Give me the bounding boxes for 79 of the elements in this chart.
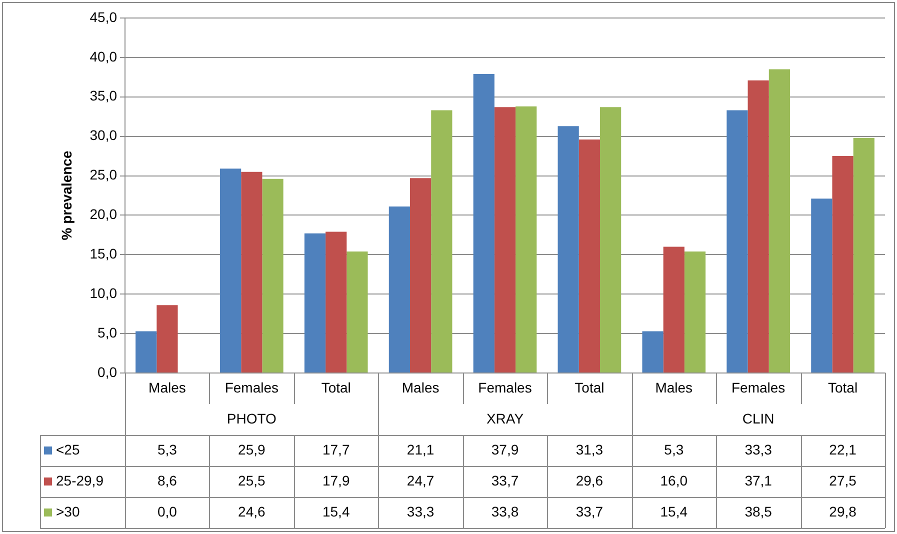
y-tick-label: 35,0 <box>90 88 118 104</box>
y-tick-label: 40,0 <box>90 48 118 64</box>
bar <box>346 252 368 372</box>
bar <box>473 74 494 372</box>
y-tick-label: 45,0 <box>90 8 118 25</box>
x-tick-label: Females <box>224 379 279 396</box>
x-tick-label: Females <box>478 379 532 396</box>
x-tick-label: Males <box>655 379 693 396</box>
data-label: 25,5 <box>238 472 266 488</box>
x-tick-label: Total <box>574 379 604 396</box>
bar <box>578 139 600 372</box>
data-label: 33,3 <box>744 441 772 458</box>
bar <box>156 305 178 372</box>
bar <box>220 168 242 372</box>
text: CLIN <box>742 410 774 426</box>
y-tick-label: 10,0 <box>90 284 118 301</box>
bar <box>326 232 347 372</box>
data-label: 29,6 <box>576 472 604 488</box>
y-tick-label: 15,0 <box>90 246 118 262</box>
data-label: 0,0 <box>157 503 178 520</box>
x-tick-label: Males <box>402 379 440 396</box>
bar <box>748 80 769 372</box>
bar <box>600 107 622 372</box>
data-label: 25,9 <box>238 441 266 458</box>
data-label: 8,6 <box>157 472 178 488</box>
data-label: 37,9 <box>491 441 519 458</box>
y-tick-label: 5,0 <box>98 324 118 340</box>
legend-label: <25 <box>56 441 80 458</box>
data-label: 29,8 <box>829 503 857 520</box>
data-label: 27,5 <box>829 472 857 488</box>
bar <box>388 206 410 372</box>
bar <box>431 110 452 372</box>
data-label: 22,1 <box>829 441 857 458</box>
data-label: 5,3 <box>664 441 684 458</box>
data-label: 38,5 <box>744 503 772 520</box>
data-label: 24,7 <box>406 472 434 488</box>
bar <box>304 233 326 372</box>
bar <box>853 138 874 372</box>
x-tick-label: Females <box>731 379 786 396</box>
bar <box>684 252 706 372</box>
x-tick-label: Total <box>828 379 858 396</box>
bar <box>768 69 790 372</box>
bar <box>136 331 157 372</box>
bar <box>558 126 579 372</box>
legend-label: 25-29,9 <box>56 472 104 488</box>
y-tick-label: 25,0 <box>90 166 118 183</box>
bar <box>494 107 516 372</box>
data-label: 21,1 <box>406 441 434 458</box>
bar <box>663 246 684 372</box>
text: PHOTO <box>226 410 277 426</box>
data-label: 5,3 <box>157 441 178 458</box>
bar <box>726 110 748 372</box>
data-label: 24,6 <box>238 503 266 520</box>
data-label: 33,3 <box>406 503 434 520</box>
data-label: 17,7 <box>322 441 350 458</box>
y-tick-label: 20,0 <box>90 206 118 222</box>
data-label: 33,8 <box>491 503 519 520</box>
text: XRAY <box>486 410 524 426</box>
x-tick-label: Total <box>321 379 351 396</box>
data-label: 15,4 <box>660 503 688 520</box>
bar <box>832 156 854 372</box>
bar <box>642 331 664 372</box>
data-label: 31,3 <box>576 441 604 458</box>
y-tick-label: 30,0 <box>90 127 118 144</box>
data-label: 33,7 <box>491 472 519 488</box>
y-axis-title: % prevalence <box>58 150 74 240</box>
bar <box>241 172 262 372</box>
data-label: 37,1 <box>744 472 772 488</box>
data-label: 15,4 <box>322 503 350 520</box>
bar <box>516 106 537 372</box>
data-label: 17,9 <box>322 472 350 488</box>
bar <box>262 178 284 372</box>
legend-label: >30 <box>56 503 80 520</box>
y-tick-label: 0,0 <box>98 364 118 380</box>
bar <box>811 198 832 372</box>
data-label: 16,0 <box>660 472 688 488</box>
data-label: 33,7 <box>576 503 604 520</box>
x-tick-label: Males <box>148 379 186 396</box>
bar <box>410 178 432 372</box>
